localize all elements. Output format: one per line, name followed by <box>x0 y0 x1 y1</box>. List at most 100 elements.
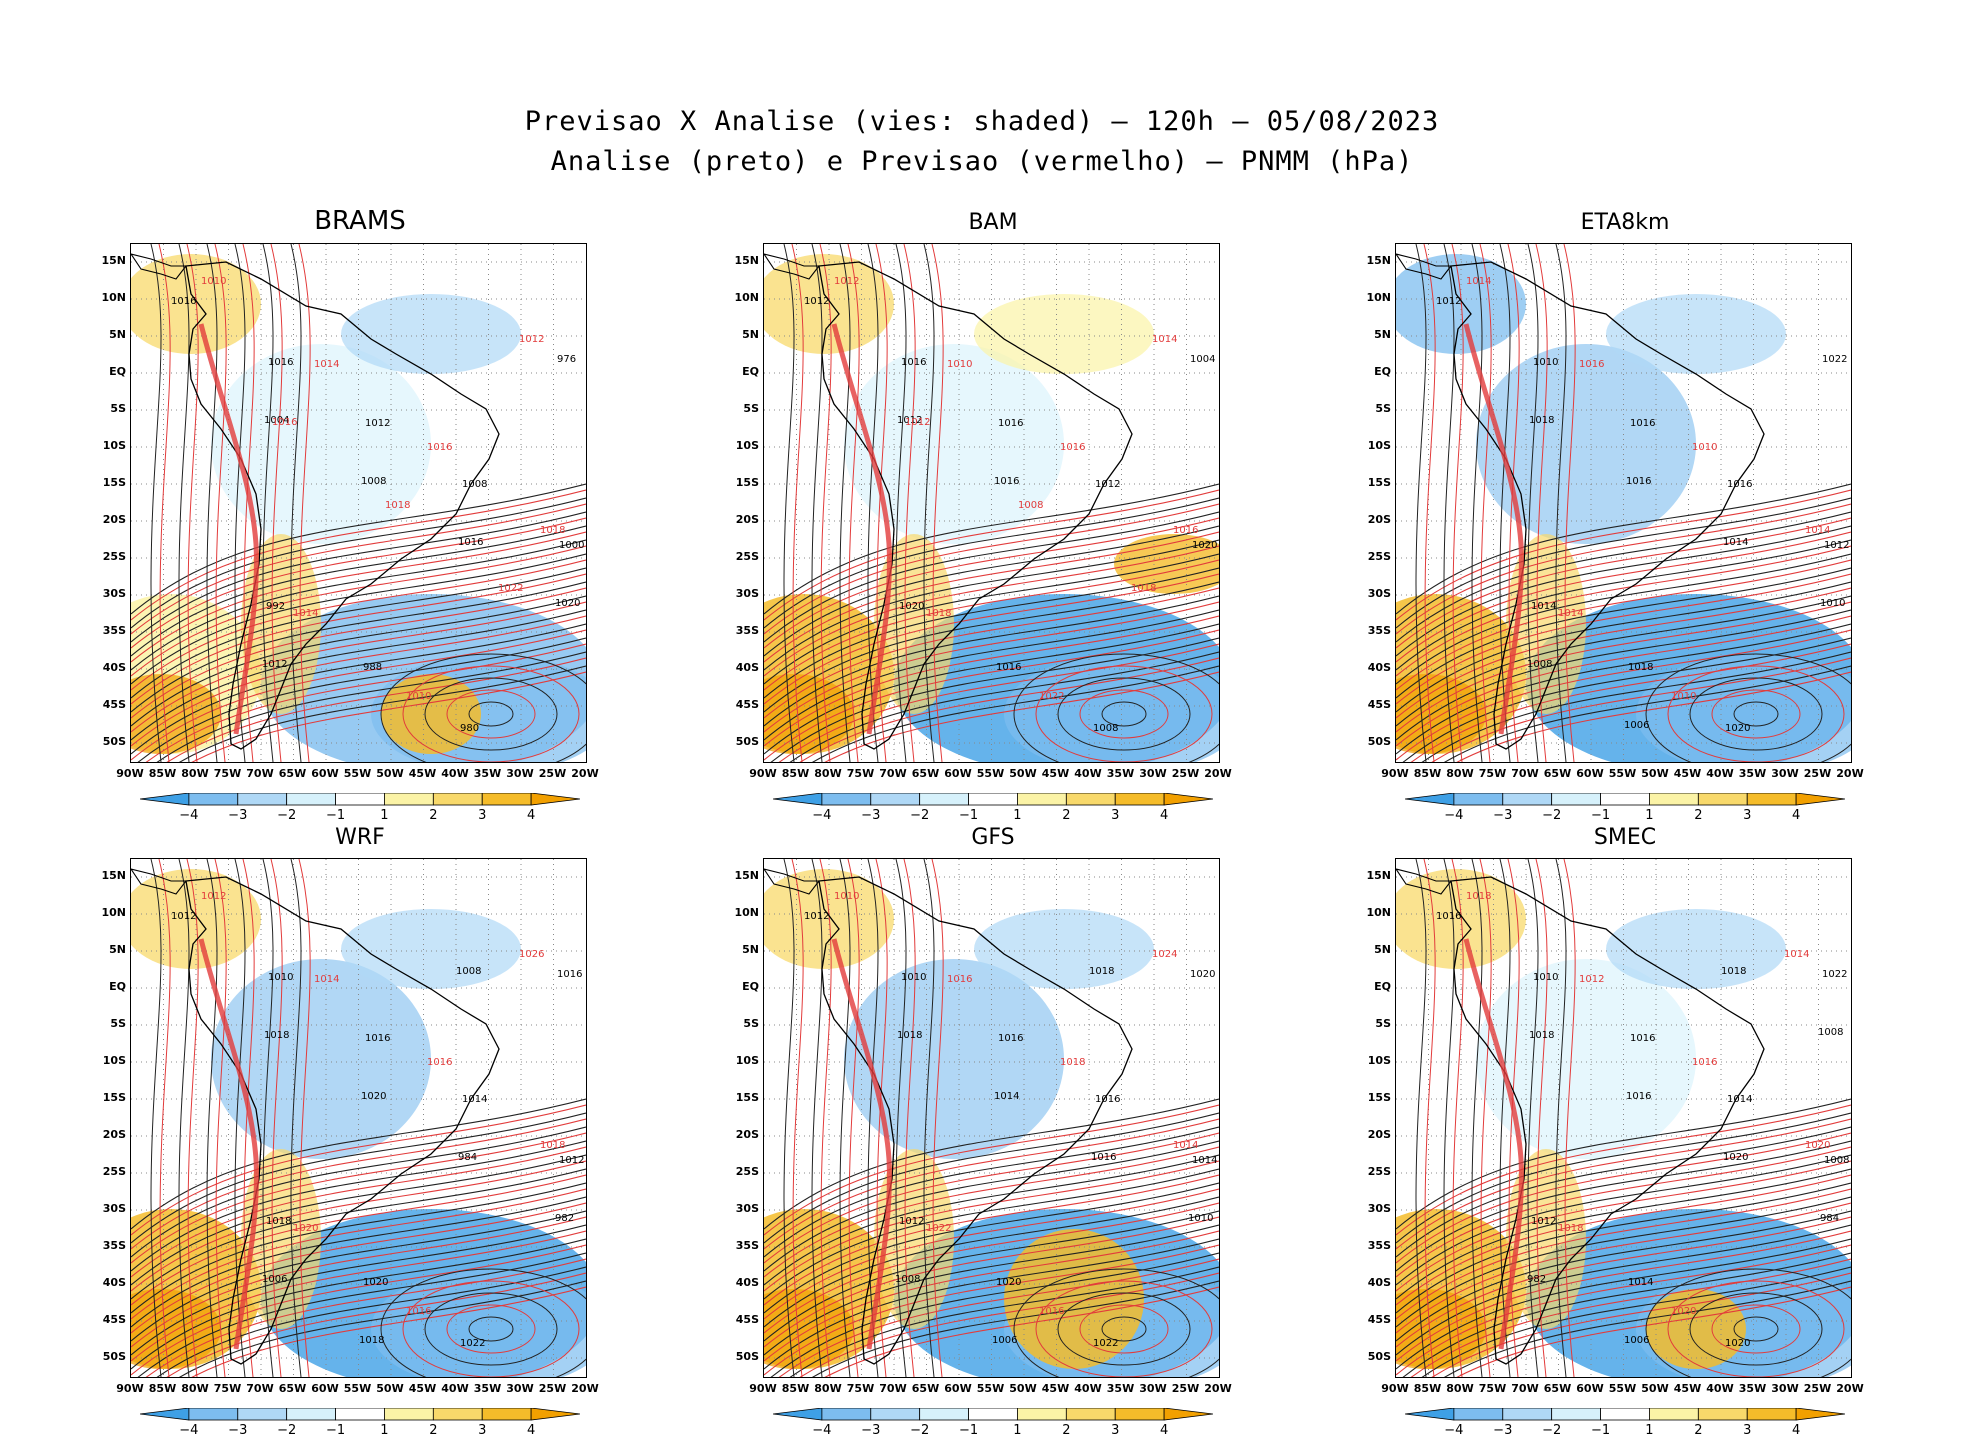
andes-forecast-contours <box>198 938 259 1350</box>
isobar-analysis <box>131 539 586 671</box>
panel-title: BAM <box>968 210 1018 235</box>
isobar-forecast <box>131 1230 586 1362</box>
figure-title-line2: Analise (preto) e Previsao (vermelho) – … <box>550 146 1414 177</box>
low-pressure-contour <box>424 677 558 751</box>
isobar-forecast <box>1396 1160 1851 1292</box>
colorbar-swatch <box>286 1408 336 1421</box>
map-svg: 1012101010161014101210181020102210161018… <box>131 859 586 1377</box>
colorbar-label: 2 <box>1694 808 1703 823</box>
lat-tick-label: 15S <box>1367 476 1391 489</box>
isobar-label-analysis: 1016 <box>1630 1033 1655 1044</box>
lat-tick-label: 20S <box>102 513 126 526</box>
isobar-label-analysis: 1010 <box>901 972 926 983</box>
isobar-analysis <box>764 1140 1219 1272</box>
isobar-analysis <box>764 595 1219 727</box>
lat-tick-label: 45S <box>102 698 126 711</box>
colorbar-label: −3 <box>228 1423 248 1438</box>
lat-tick-label: 20S <box>102 1128 126 1141</box>
bias-shading <box>1606 909 1786 989</box>
colorbar-label: −3 <box>1493 1423 1513 1438</box>
isobar-analysis <box>1396 609 1851 741</box>
isobar-label-analysis: 982 <box>1527 1274 1546 1285</box>
bias-shading <box>1636 654 1851 762</box>
isobar-forecast <box>1535 859 1548 1377</box>
colorbar-label: 2 <box>1062 808 1071 823</box>
lon-tick-label: 40W <box>1074 1382 1102 1395</box>
isobar-forecast <box>191 671 586 762</box>
isobar-label-analysis: 1008 <box>1527 659 1552 670</box>
lat-tick-label: 40S <box>1367 1276 1391 1289</box>
lat-tick-label: 10N <box>101 906 126 919</box>
isobar-forecast <box>1423 244 1436 762</box>
isobar-forecast <box>158 244 171 762</box>
colorbar-label: −4 <box>179 808 199 823</box>
isobar-label-forecast: 1016 <box>406 1306 431 1317</box>
lat-tick-label: 15N <box>101 254 126 267</box>
lon-tick-label: 35W <box>1106 1382 1135 1395</box>
lat-tick-label: 40S <box>102 1276 126 1289</box>
lon-tick-label: 90W <box>1381 767 1409 780</box>
isobar-analysis <box>839 244 851 762</box>
isobar-label-analysis: 982 <box>555 1213 574 1224</box>
colorbar-swatch <box>481 793 532 806</box>
isobar-forecast <box>824 1286 1219 1377</box>
low-pressure-contour <box>1057 1292 1191 1366</box>
colorbar-swatch <box>1405 1408 1455 1421</box>
lon-tick-label: 90W <box>749 767 777 780</box>
lat-tick-label: 50S <box>735 1350 759 1363</box>
low-pressure-contour <box>1079 689 1169 739</box>
isobar-analysis <box>234 859 246 1377</box>
colorbar-swatch <box>188 1408 239 1421</box>
low-pressure-contour <box>402 665 580 762</box>
coastline <box>131 868 188 895</box>
isobar-forecast <box>1396 601 1851 733</box>
colorbar-label: −3 <box>861 1423 881 1438</box>
isobar-forecast <box>764 1244 1219 1376</box>
isobar-forecast <box>791 859 804 1377</box>
lat-tick-label: 20S <box>1367 1128 1391 1141</box>
lat-tick-label: EQ <box>109 365 126 378</box>
isobar-analysis <box>764 1210 1219 1342</box>
map-svg: 1012 1010 1016 1016 1012 1014 1018 1020 1022 1018… <box>1396 244 1851 762</box>
lat-tick-label: 5S <box>1375 402 1391 415</box>
lat-tick-label: 30S <box>1367 1202 1391 1215</box>
lon-tick-label: 60W <box>1576 767 1604 780</box>
isobar-forecast <box>1451 859 1464 1377</box>
colorbar-swatch <box>1600 793 1650 806</box>
colorbar-swatch <box>1163 793 1213 806</box>
isobar-label-forecast: 1014 <box>1173 1140 1198 1151</box>
lat-tick-label: 35S <box>735 1239 759 1252</box>
lat-tick-label: 45S <box>1367 1313 1391 1326</box>
lon-tick-label: 60W <box>1576 1382 1604 1395</box>
coastline <box>185 876 500 1365</box>
isobar-label-analysis: 1022 <box>1822 969 1847 980</box>
isobar-label-forecast: 1014 <box>314 359 339 370</box>
isobar-forecast <box>131 1146 586 1278</box>
lat-tick-label: 15S <box>735 476 759 489</box>
colorbar <box>773 1408 1213 1421</box>
isobar-forecast <box>131 1132 586 1264</box>
isobar-forecast <box>764 517 1219 649</box>
isobar-forecast <box>131 531 586 663</box>
isobar-analysis <box>1443 665 1851 762</box>
isobar-forecast <box>799 1272 1219 1377</box>
isobar-analysis <box>131 553 586 685</box>
isobar-label-forecast: 1010 <box>1671 691 1696 702</box>
colorbar-swatch <box>1453 793 1504 806</box>
isobar-forecast <box>791 244 804 762</box>
lat-tick-label: 5N <box>1374 943 1391 956</box>
bias-shading <box>381 674 481 754</box>
lat-tick-label: EQ <box>1374 980 1391 993</box>
colorbar-swatch <box>384 793 434 806</box>
isobar-forecast <box>1451 244 1464 762</box>
isobar-analysis <box>783 244 795 762</box>
colorbar-swatch <box>1163 1408 1213 1421</box>
isobar-label-forecast: 1018 <box>1466 891 1491 902</box>
colorbar-label: −2 <box>910 808 930 823</box>
lon-tick-label: 25W <box>538 1382 567 1395</box>
panel-title: GFS <box>971 825 1015 850</box>
isobar-analysis <box>789 1266 1219 1377</box>
isobar-label-analysis: 1012 <box>1531 1216 1556 1227</box>
isobar-label-analysis: 1012 <box>899 1216 924 1227</box>
lon-tick-label: 40W <box>1706 767 1734 780</box>
